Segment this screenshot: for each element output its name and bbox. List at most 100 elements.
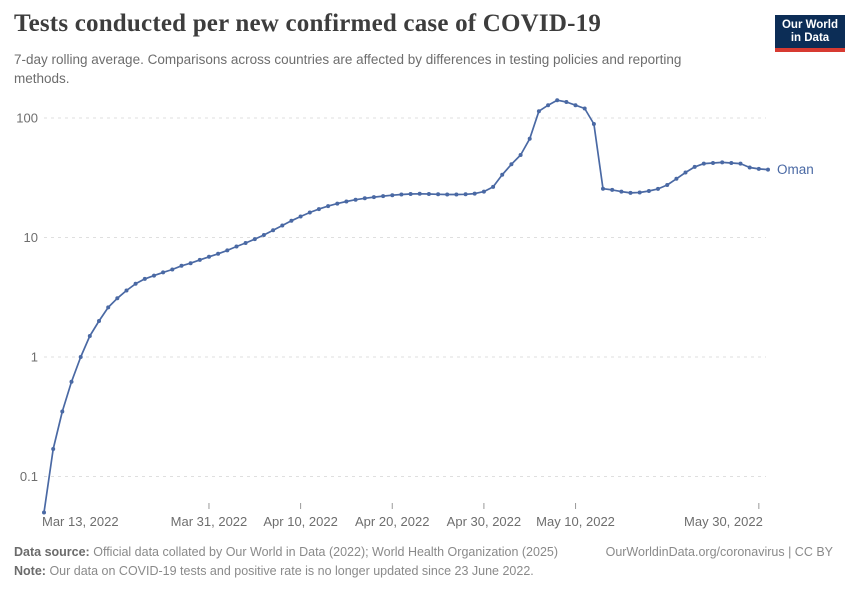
data-point bbox=[665, 183, 670, 187]
data-point bbox=[500, 172, 505, 177]
data-point bbox=[591, 122, 596, 126]
data-point bbox=[701, 161, 706, 166]
data-point bbox=[656, 186, 660, 191]
series-line-oman bbox=[43, 99, 769, 514]
x-tick-label: May 30, 2022 bbox=[684, 514, 763, 529]
x-tick-label: May 10, 2022 bbox=[536, 514, 615, 529]
series-label-oman: Oman bbox=[777, 162, 814, 177]
data-point bbox=[436, 192, 441, 197]
y-tick-label: 10 bbox=[24, 230, 38, 245]
data-point bbox=[408, 192, 413, 196]
data-point bbox=[188, 261, 193, 266]
x-tick-label: Mar 31, 2022 bbox=[171, 514, 248, 529]
data-point bbox=[362, 196, 367, 201]
data-point bbox=[87, 334, 92, 338]
data-point bbox=[674, 176, 679, 181]
data-point bbox=[491, 184, 496, 189]
data-point bbox=[152, 273, 156, 278]
note-label: Note: bbox=[14, 564, 46, 579]
data-point bbox=[289, 218, 294, 223]
x-tick-label: Apr 30, 2022 bbox=[447, 514, 521, 529]
owid-logo-line2: in Data bbox=[790, 32, 830, 44]
data-point bbox=[371, 195, 376, 200]
data-point bbox=[711, 161, 715, 165]
data-point bbox=[51, 447, 56, 451]
data-point bbox=[326, 204, 331, 209]
data-point bbox=[78, 355, 83, 359]
data-point bbox=[170, 267, 175, 272]
data-point bbox=[426, 192, 431, 196]
data-point bbox=[582, 106, 587, 111]
data-point bbox=[747, 165, 752, 170]
data-point bbox=[738, 161, 743, 166]
owid-url-link[interactable]: OurWorldinData.org/coronavirus | CC BY bbox=[605, 545, 833, 559]
data-point bbox=[646, 189, 651, 193]
data-point bbox=[335, 201, 340, 206]
data-point bbox=[298, 214, 303, 219]
data-point bbox=[271, 228, 276, 233]
data-point bbox=[179, 263, 184, 268]
data-point bbox=[481, 189, 486, 194]
data-point bbox=[546, 103, 551, 108]
data-point bbox=[766, 167, 770, 172]
data-point bbox=[454, 192, 459, 197]
data-point bbox=[637, 190, 642, 195]
data-point bbox=[225, 248, 230, 253]
data-point bbox=[142, 276, 147, 281]
chart-title: Tests conducted per new confirmed case o… bbox=[14, 10, 602, 37]
data-point bbox=[683, 170, 688, 175]
data-point bbox=[692, 164, 697, 169]
note-text: Our data on COVID-19 tests and positive … bbox=[49, 564, 534, 579]
data-point bbox=[261, 233, 266, 237]
data-point bbox=[307, 210, 312, 215]
data-point bbox=[60, 409, 65, 414]
data-point bbox=[106, 305, 111, 310]
data-point bbox=[463, 192, 468, 197]
data-point bbox=[619, 189, 624, 194]
data-point bbox=[390, 193, 395, 198]
data-point bbox=[472, 191, 477, 196]
data-point bbox=[197, 257, 202, 262]
data-point bbox=[555, 98, 560, 103]
data-point bbox=[161, 270, 166, 275]
data-point bbox=[564, 100, 569, 104]
x-tick-label: Apr 20, 2022 bbox=[355, 514, 429, 529]
data-point bbox=[628, 190, 633, 195]
data-point bbox=[124, 288, 129, 293]
data-point bbox=[353, 197, 358, 202]
data-point bbox=[573, 103, 578, 108]
x-tick-label: Mar 13, 2022 bbox=[42, 514, 119, 529]
chart-subtitle: 7-day rolling average. Comparisons acros… bbox=[14, 52, 682, 86]
data-point bbox=[97, 319, 101, 323]
data-point bbox=[280, 223, 285, 228]
data-point bbox=[527, 136, 532, 141]
x-tick-label: Apr 10, 2022 bbox=[263, 514, 337, 529]
data-point bbox=[381, 194, 386, 199]
y-tick-label: 100 bbox=[16, 111, 38, 126]
data-point bbox=[720, 160, 725, 165]
data-point bbox=[417, 191, 422, 196]
data-point bbox=[252, 237, 257, 242]
data-source-line: Data source: Official data collated by O… bbox=[14, 543, 836, 562]
data-point bbox=[115, 296, 120, 301]
data-point bbox=[316, 207, 321, 212]
data-source-text: Official data collated by Our World in D… bbox=[93, 545, 559, 559]
data-point bbox=[756, 166, 761, 171]
data-point bbox=[610, 187, 615, 192]
data-point bbox=[729, 161, 734, 165]
data-point bbox=[243, 241, 248, 245]
y-tick-label: 1 bbox=[31, 350, 38, 365]
data-point bbox=[344, 199, 349, 204]
data-point bbox=[42, 510, 46, 515]
data-point bbox=[399, 192, 404, 197]
owid-logo: Our World in Data bbox=[775, 15, 845, 52]
chart-footer: Data source: Official data collated by O… bbox=[14, 543, 836, 582]
data-point bbox=[69, 379, 74, 384]
data-point bbox=[518, 153, 523, 157]
data-point bbox=[601, 186, 605, 191]
data-point bbox=[445, 192, 450, 197]
data-point bbox=[133, 281, 138, 286]
data-point bbox=[509, 162, 514, 167]
data-point bbox=[536, 109, 541, 114]
